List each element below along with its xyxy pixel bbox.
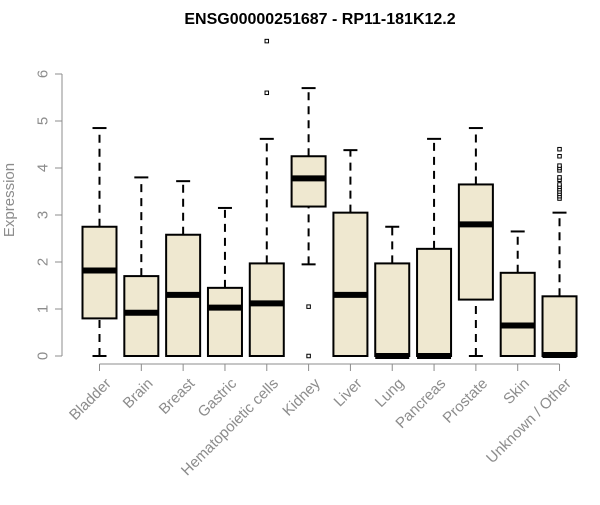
box-pancreas — [416, 137, 453, 359]
box-iqr — [290, 155, 327, 208]
y-axis-label: Expression — [1, 163, 18, 237]
box-iqr — [541, 295, 578, 357]
outlier-point — [306, 304, 311, 309]
x-tick-label: Brain — [120, 375, 157, 412]
box-iqr — [374, 262, 411, 357]
outlier-point — [557, 163, 562, 168]
outlier-point — [264, 38, 270, 44]
y-tick-label: 0 — [35, 352, 52, 360]
x-tick-label: Kidney — [279, 375, 324, 420]
box-prostate — [457, 127, 494, 357]
chart-title: ENSG00000251687 - RP11-181K12.2 — [184, 11, 455, 28]
box-kidney — [290, 87, 327, 359]
outlier-point — [306, 353, 311, 359]
boxes — [81, 38, 578, 359]
box-iqr — [457, 183, 494, 301]
outlier-point — [557, 154, 562, 159]
x-tick-label: Prostate — [440, 375, 492, 427]
outlier-point — [557, 146, 562, 152]
y-tick-label: 2 — [35, 258, 52, 266]
y-tick-label: 3 — [35, 211, 52, 219]
box-brain — [123, 176, 160, 358]
x-tick-label: Lung — [372, 375, 408, 411]
box-iqr — [248, 262, 285, 357]
box-iqr — [123, 275, 160, 358]
y-tick-label: 1 — [35, 305, 52, 313]
box-iqr — [206, 286, 243, 358]
outlier-point — [557, 182, 562, 187]
y-tick-label: 4 — [35, 164, 52, 172]
box-liver — [332, 149, 369, 357]
box-skin — [499, 230, 536, 357]
outlier-point — [557, 175, 562, 180]
box-lung — [374, 225, 411, 359]
x-tick-label: Liver — [331, 375, 366, 410]
box-bladder — [81, 127, 118, 357]
x-tick-label: Bladder — [66, 375, 115, 424]
y-tick-label: 5 — [35, 117, 52, 125]
box-iqr — [416, 247, 453, 357]
box-breast — [165, 180, 202, 358]
box-gastric — [206, 206, 243, 358]
box-iqr — [499, 271, 536, 357]
x-tick-label: Breast — [156, 375, 199, 418]
outlier-point — [264, 90, 270, 96]
box-iqr — [332, 211, 369, 357]
box-hematopoietic-cells — [248, 38, 285, 357]
y-tick-label: 6 — [35, 70, 52, 78]
x-tick-label: Skin — [500, 375, 533, 408]
box-unknown-other — [541, 146, 578, 359]
